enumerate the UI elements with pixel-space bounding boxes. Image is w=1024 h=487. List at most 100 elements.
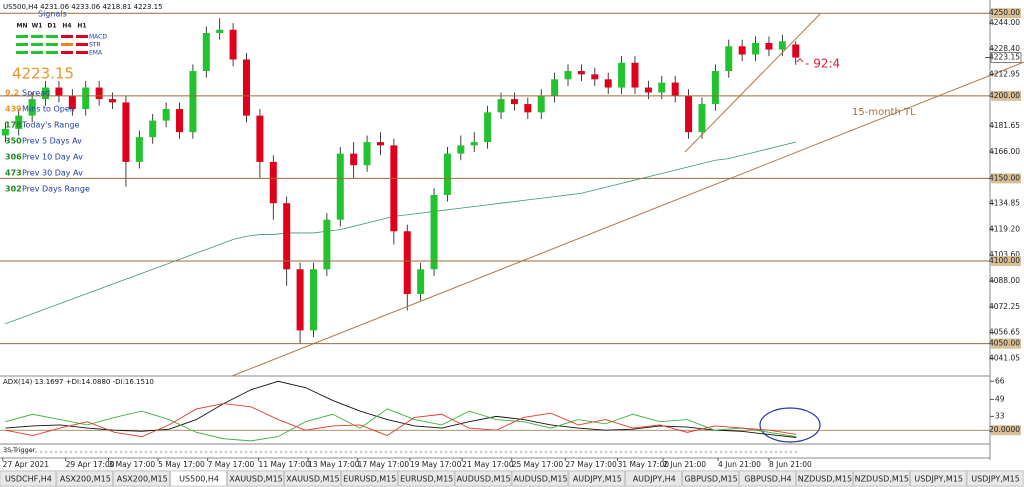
trigger-dot [29,450,33,454]
current-price-box [990,52,1022,63]
candle-body [336,153,344,220]
trigger-dot [169,450,173,454]
tab-label[interactable]: USDCHF,H4 [5,475,52,484]
tab[interactable] [284,470,341,487]
tab-label[interactable]: NZDUSD,M15 [798,475,852,484]
trigger-dot [89,450,93,454]
tab-label[interactable]: XAUUSD,M15 [286,475,340,484]
tab[interactable] [966,470,1024,487]
tab-label[interactable]: US500,H4 [179,475,219,484]
tab[interactable] [568,470,626,487]
level-label: 4250.00 [989,8,1020,17]
candle-body [698,104,706,133]
trigger-dot [794,450,798,454]
tab-label[interactable]: USDJPY,M15 [971,475,1020,484]
trigger-dot [674,450,678,454]
trigger-dot [504,450,508,454]
trigger-dot [414,450,418,454]
trigger-dot [284,450,288,454]
tab[interactable] [796,470,853,487]
y-tick-label: 49 [995,394,1005,403]
tab[interactable] [853,470,910,487]
tab-label[interactable]: USDJPY,M15 [914,475,963,484]
y-tick-label: 4041.05 [989,353,1020,362]
trigger-dot [754,450,758,454]
candle-body [242,59,250,116]
tab[interactable] [909,470,967,487]
candle-body [82,87,90,110]
tab[interactable] [341,470,398,487]
tab-label[interactable]: EURUSD,M15 [400,475,453,484]
tab[interactable] [625,470,682,487]
moving-average [5,141,796,325]
trigger-dot [39,450,43,454]
candle-body [497,99,505,113]
tab-label[interactable]: EURUSD,M15 [343,475,396,484]
x-tick-label: 2 Jun 21:00 [663,460,706,469]
candle-body [564,71,572,80]
indicator-line [5,408,797,442]
candle-body [752,42,760,55]
trigger-dot [579,450,583,454]
trigger-dot [699,450,703,454]
tab-label[interactable]: AUDJPY,M15 [573,475,622,484]
trigger-dot [99,450,103,454]
trigger-dot [114,450,118,454]
trigger-dot [489,450,493,454]
indicator-title: 3S-Trigger [3,446,36,454]
trigger-dot [174,450,178,454]
tab-label[interactable]: GBPUSD,H4 [744,475,791,484]
info-label: Prev 10 Day Av [22,153,83,162]
trigger-dot [634,450,638,454]
tab-label[interactable]: ASX200,M15 [60,475,111,484]
tab[interactable] [56,470,114,487]
trigger-dot [449,450,453,454]
candle-body [551,79,559,96]
candle-body [109,99,117,103]
tab-label[interactable]: ASX200,M15 [117,475,168,484]
info-label: Spread [22,89,50,98]
level-label: 20.0000 [989,425,1020,434]
tab[interactable] [0,470,57,487]
tab[interactable] [113,470,170,487]
trigger-dot [14,450,18,454]
tab-label[interactable]: XAUUSD,M15 [229,475,283,484]
tab[interactable] [227,470,284,487]
tab[interactable] [454,470,512,487]
trigger-dot [679,450,683,454]
tab[interactable] [170,470,227,487]
trigger-dot [774,450,778,454]
tab-label[interactable]: AUDUSD,M15 [513,475,567,484]
candle-body [189,71,197,133]
annotation: ^- 92:4 [795,57,840,71]
trigger-dot [539,450,543,454]
timeframe-label: MN [17,23,28,30]
candle-body [671,82,679,96]
trigger-dot [459,450,463,454]
signal-cell [46,43,58,46]
tab[interactable] [739,470,796,487]
trigger-dot [249,450,253,454]
y-tick-label: 4134.85 [989,198,1020,207]
trigger-dot [759,450,763,454]
trigger-dot [394,450,398,454]
tab[interactable] [511,470,569,487]
trigger-dot [784,450,788,454]
tab[interactable] [397,470,455,487]
candle-body [323,219,331,270]
trigger-dot [164,450,168,454]
tab-label[interactable]: GBPUSD,M15 [684,475,737,484]
trigger-dot [179,450,183,454]
candle-body [122,102,130,162]
trigger-dot [649,450,653,454]
trigger-dot [304,450,308,454]
trigger-dot [734,450,738,454]
trigger-dot [64,450,68,454]
trigger-dot [609,450,613,454]
tab-label[interactable]: AUDJPY,H4 [633,475,676,484]
tab[interactable] [682,470,739,487]
tab-label[interactable]: AUDUSD,M15 [456,475,510,484]
candle-body [484,112,492,143]
tab-label[interactable]: NZDUSD,M15 [855,475,909,484]
